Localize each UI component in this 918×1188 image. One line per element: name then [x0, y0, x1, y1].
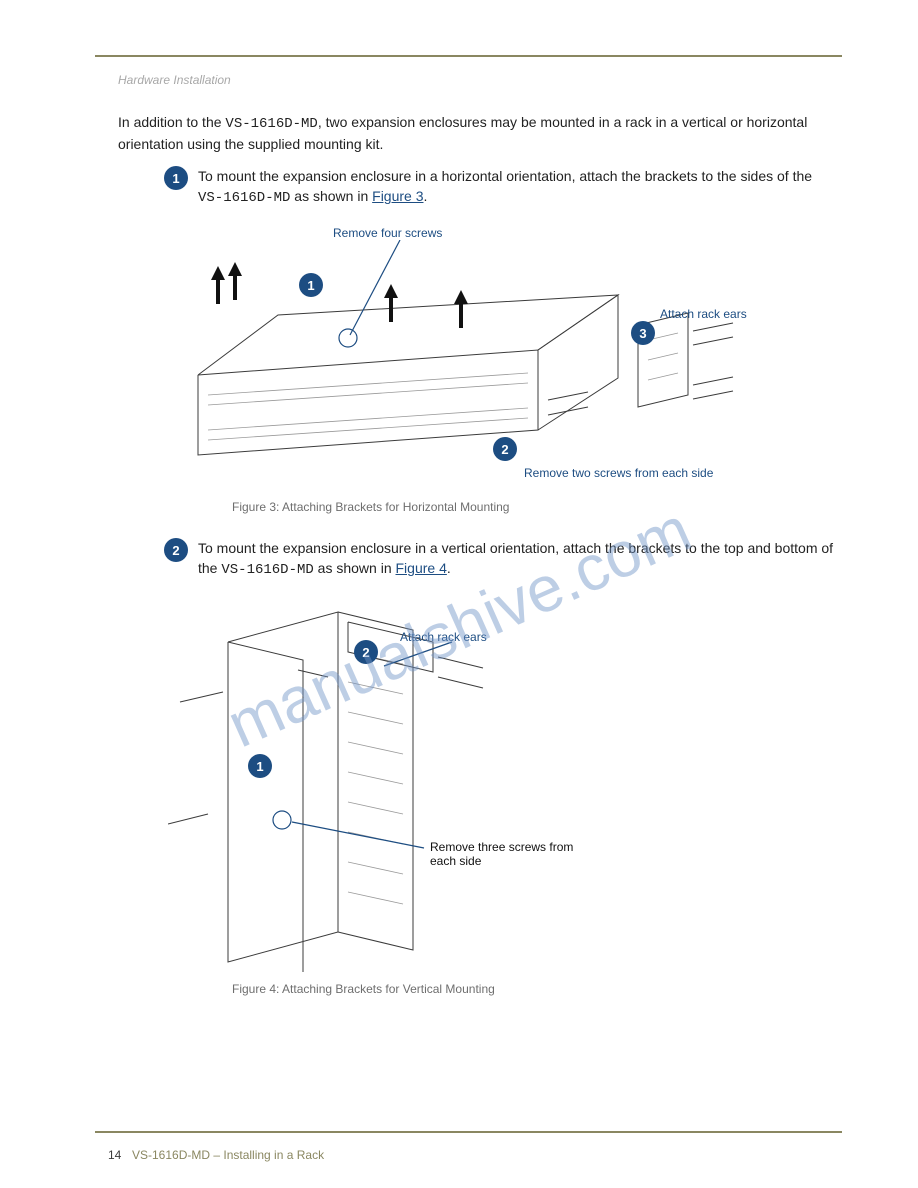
remove-screw-arrow-icon — [454, 290, 468, 328]
figure-3-callout-3-label: Attach rack ears — [660, 307, 747, 321]
figure-4-callout-2-label: Attach rack ears — [400, 630, 487, 644]
intro-text-pre: In addition to the — [118, 114, 225, 130]
step-1-product-name: VS-1616D-MD — [198, 190, 290, 206]
footer-rule — [95, 1131, 842, 1133]
figure-3-callout-2-label: Remove two screws from each side — [524, 466, 724, 480]
step-1-text: To mount the expansion enclosure in a ho… — [198, 166, 836, 209]
figure-3-callout-2-marker: 2 — [493, 437, 517, 461]
figure-3-illustration — [168, 245, 738, 475]
figure-3-callout-1-marker: 1 — [299, 273, 323, 297]
figure-3-caption: Figure 3: Attaching Brackets for Horizon… — [232, 500, 509, 514]
step-2-text-post: . — [447, 560, 451, 576]
figure-4-callout-1-marker: 1 — [248, 754, 272, 778]
remove-screw-arrow-icon — [228, 262, 242, 300]
figure-3-callout-3-marker: 3 — [631, 321, 655, 345]
figure-4-illustration — [168, 602, 503, 972]
header-rule — [95, 55, 842, 57]
step-1-text-pre: To mount the expansion enclosure in a ho… — [198, 168, 812, 184]
intro-paragraph: In addition to the VS-1616D-MD, two expa… — [118, 112, 842, 155]
step-1-figure-link[interactable]: Figure 3 — [372, 188, 423, 204]
step-2-text: To mount the expansion enclosure in a ve… — [198, 538, 836, 581]
intro-product-name: VS-1616D-MD — [225, 116, 317, 132]
page-number: 14 — [108, 1148, 121, 1162]
section-header: Hardware Installation — [118, 73, 231, 87]
step-2-bullet: 2 — [164, 538, 188, 562]
step-2-text-mid: as shown in — [314, 560, 396, 576]
figure-4-caption: Figure 4: Attaching Brackets for Vertica… — [232, 982, 495, 996]
step-2-figure-link[interactable]: Figure 4 — [396, 560, 447, 576]
step-2-product-name: VS-1616D-MD — [221, 562, 313, 578]
step-1-bullet: 1 — [164, 166, 188, 190]
figure-4-callout-2-marker: 2 — [354, 640, 378, 664]
step-1-text-mid: as shown in — [290, 188, 372, 204]
footer-product: VS-1616D-MD – Installing in a Rack — [132, 1148, 324, 1162]
page: Hardware Installation In addition to the… — [0, 0, 918, 1188]
step-1-text-post: . — [424, 188, 428, 204]
figure-3-callout-1-label: Remove four screws — [333, 226, 442, 240]
figure-4-callout-1-label: Remove three screws from each side — [430, 840, 590, 868]
remove-screw-arrow-icon — [384, 284, 398, 322]
remove-screw-arrow-icon — [211, 266, 225, 304]
